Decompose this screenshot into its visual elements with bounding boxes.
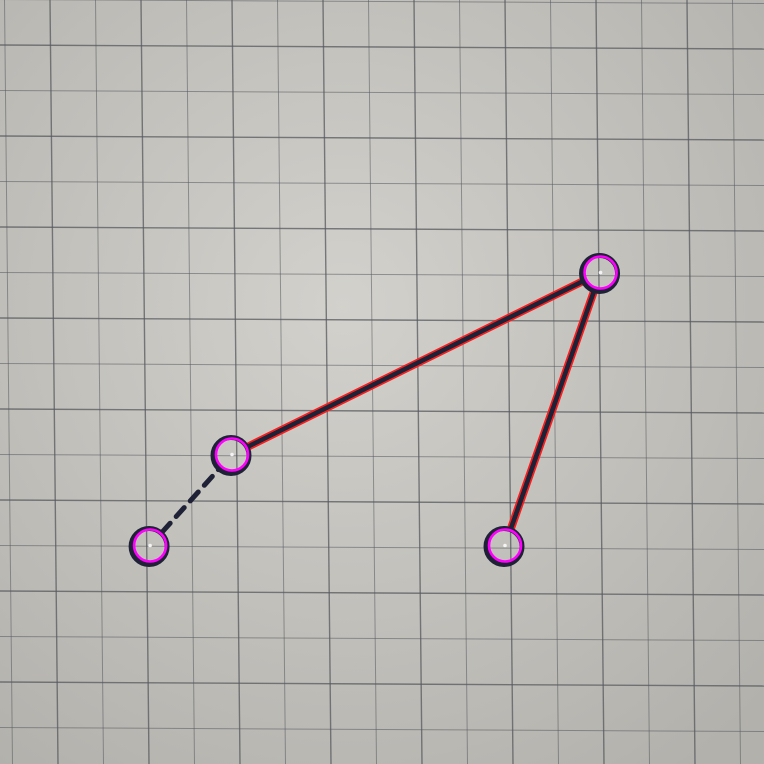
grid-line-horizontal (0, 499, 764, 505)
node-detection-circle (487, 528, 523, 563)
grid-line-vertical-minor (550, 0, 559, 764)
grid-line-horizontal (0, 44, 764, 50)
edge-detection-line (249, 282, 587, 451)
edge-n2-n3 (245, 276, 587, 451)
grid-line-vertical (413, 0, 423, 764)
grid-line-horizontal-minor (0, 636, 764, 641)
grid-line-vertical (595, 0, 605, 764)
grid-line-horizontal-minor (0, 90, 764, 95)
node-n2 (210, 435, 252, 476)
grid-line-vertical-minor (277, 0, 286, 764)
grid-line-horizontal (0, 226, 764, 232)
edge-n3-n4 (507, 286, 599, 532)
node-center-dot (503, 543, 507, 548)
node-center-dot (598, 270, 603, 275)
node-n4 (483, 526, 525, 567)
grid-line-horizontal-minor (0, 454, 764, 459)
diagram-nodes (128, 253, 621, 567)
grid-line-horizontal-minor (0, 272, 764, 277)
grid-line-vertical (322, 0, 332, 764)
edge-n1-n2 (159, 465, 223, 535)
node-center-dot (230, 452, 234, 457)
node-n1 (128, 526, 170, 567)
grid-line-horizontal (0, 681, 764, 687)
grid-line-horizontal (0, 135, 764, 141)
grid-line-vertical (231, 0, 241, 764)
node-detection-circle (583, 255, 618, 290)
node-detection-circle (214, 437, 250, 472)
grid-line-horizontal-minor (0, 181, 764, 186)
edge-detection-line (513, 290, 599, 530)
grid-line-horizontal-minor (0, 363, 764, 368)
edge-ink-stroke (245, 277, 587, 450)
grid-line-horizontal (0, 317, 764, 323)
edge-ink-stroke (159, 465, 223, 535)
node-n3 (579, 253, 621, 294)
grid-line-vertical (504, 0, 514, 764)
grid-line-vertical-minor (459, 0, 468, 764)
node-center-dot (148, 543, 152, 548)
diagram-edges (159, 276, 599, 535)
grid-line-vertical-minor (186, 0, 195, 764)
node-detection-circle (132, 528, 168, 563)
edge-ink-stroke (508, 286, 598, 532)
grid-line-horizontal-minor (0, 0, 764, 4)
grid-line-horizontal (0, 590, 764, 596)
grid-line-vertical-minor (732, 0, 741, 764)
grid-line-vertical (686, 0, 696, 764)
grid-line-vertical (140, 0, 150, 764)
edge-detection-line (246, 276, 584, 445)
grid-line-horizontal-minor (0, 727, 764, 732)
edge-detection-line (507, 288, 593, 528)
grid-line-horizontal-minor (0, 545, 764, 550)
grid-line-vertical-minor (641, 0, 650, 764)
grid-line-horizontal (0, 408, 764, 414)
